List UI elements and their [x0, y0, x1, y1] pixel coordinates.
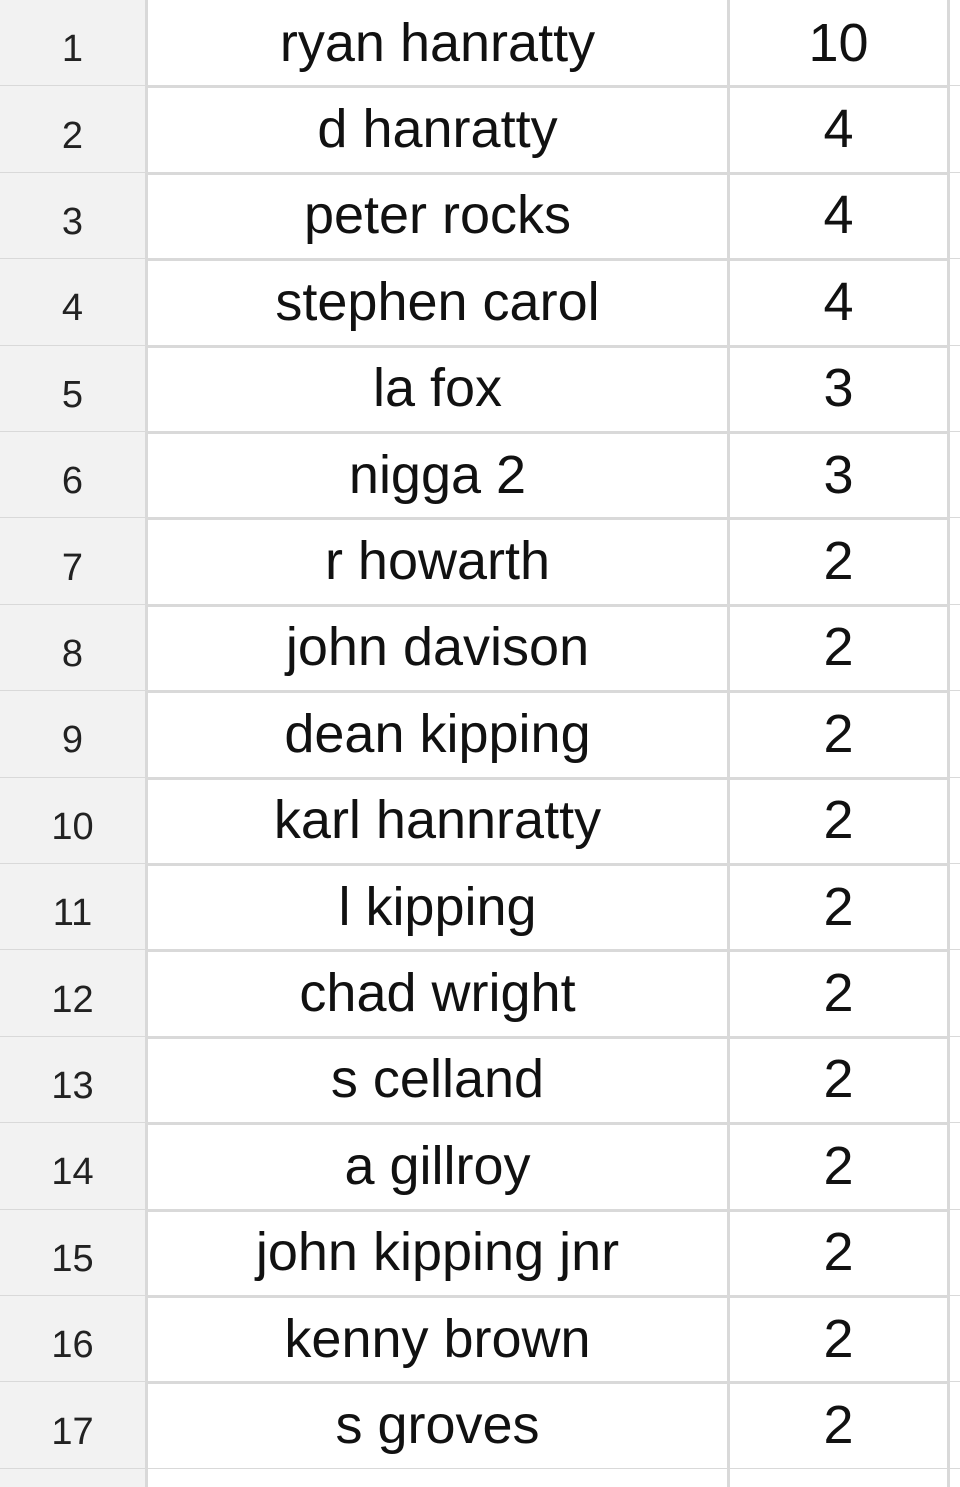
empty-cell — [950, 777, 960, 866]
name-cell: karl hannratty — [148, 777, 730, 866]
value-cell: 10 — [730, 0, 950, 89]
empty-cell — [148, 1468, 730, 1487]
value-cell: 2 — [730, 1296, 950, 1385]
row-number: 11 — [0, 864, 148, 953]
row-number: 1 — [0, 0, 148, 89]
empty-cell — [950, 1382, 960, 1471]
empty-cell — [950, 172, 960, 262]
empty-cell — [950, 0, 960, 89]
value-cell: 2 — [730, 1123, 950, 1212]
row-number: 9 — [0, 691, 148, 780]
row-number: 4 — [0, 259, 148, 348]
empty-cell — [950, 950, 960, 1039]
value-cell: 2 — [730, 1209, 950, 1298]
name-cell: l kipping — [148, 864, 730, 953]
row-number: 8 — [0, 604, 148, 694]
row-number: 15 — [0, 1209, 148, 1298]
name-cell: nigga 2 — [148, 432, 730, 521]
name-cell: john davison — [148, 604, 730, 694]
empty-cell — [0, 1468, 148, 1487]
value-cell: 4 — [730, 172, 950, 262]
row-number: 12 — [0, 950, 148, 1039]
name-cell: peter rocks — [148, 172, 730, 262]
value-cell: 2 — [730, 950, 950, 1039]
empty-cell — [950, 691, 960, 780]
value-cell: 2 — [730, 864, 950, 953]
empty-cell — [730, 1468, 950, 1487]
name-cell: chad wright — [148, 950, 730, 1039]
row-number: 3 — [0, 172, 148, 262]
value-cell: 2 — [730, 1382, 950, 1471]
name-cell: la fox — [148, 345, 730, 434]
empty-cell — [950, 1209, 960, 1298]
empty-cell — [950, 1468, 960, 1487]
name-cell: john kipping jnr — [148, 1209, 730, 1298]
name-cell: s groves — [148, 1382, 730, 1471]
row-number: 16 — [0, 1296, 148, 1385]
name-cell: stephen carol — [148, 259, 730, 348]
name-cell: d hanratty — [148, 86, 730, 175]
value-cell: 3 — [730, 345, 950, 434]
name-cell: kenny brown — [148, 1296, 730, 1385]
row-number: 17 — [0, 1382, 148, 1471]
value-cell: 2 — [730, 777, 950, 866]
empty-cell — [950, 1123, 960, 1212]
empty-cell — [950, 1296, 960, 1385]
empty-cell — [950, 604, 960, 694]
row-number: 14 — [0, 1123, 148, 1212]
empty-cell — [950, 259, 960, 348]
value-cell: 4 — [730, 259, 950, 348]
row-number: 10 — [0, 777, 148, 866]
empty-cell — [950, 1036, 960, 1126]
row-number: 5 — [0, 345, 148, 434]
row-number: 2 — [0, 86, 148, 175]
empty-cell — [950, 86, 960, 175]
name-cell: r howarth — [148, 518, 730, 607]
value-cell: 4 — [730, 86, 950, 175]
name-cell: ryan hanratty — [148, 0, 730, 89]
name-cell: a gillroy — [148, 1123, 730, 1212]
name-cell: s celland — [148, 1036, 730, 1126]
name-cell: dean kipping — [148, 691, 730, 780]
value-cell: 2 — [730, 1036, 950, 1126]
value-cell: 2 — [730, 518, 950, 607]
empty-cell — [950, 518, 960, 607]
row-number: 6 — [0, 432, 148, 521]
value-cell: 3 — [730, 432, 950, 521]
empty-cell — [950, 432, 960, 521]
value-cell: 2 — [730, 691, 950, 780]
row-number: 13 — [0, 1036, 148, 1126]
value-cell: 2 — [730, 604, 950, 694]
empty-cell — [950, 864, 960, 953]
empty-cell — [950, 345, 960, 434]
row-number: 7 — [0, 518, 148, 607]
